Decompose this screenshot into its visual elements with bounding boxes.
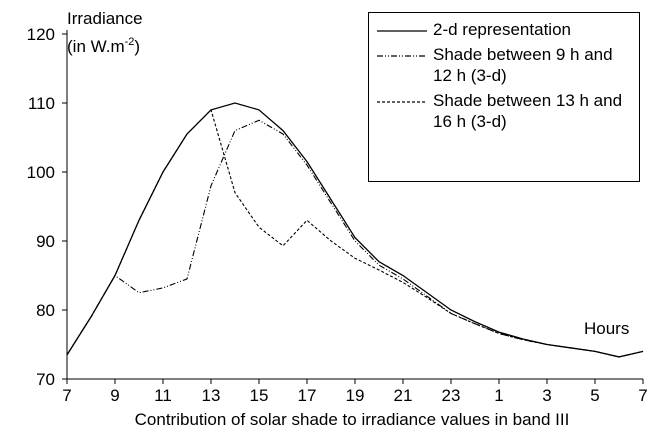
y-axis-unit: (in W.m-2) (67, 36, 140, 56)
legend-label: 2-d representation (433, 20, 571, 39)
unit-superscript: -2 (125, 36, 135, 48)
unit-close: ) (134, 37, 140, 56)
x-tick-label: 1 (494, 386, 503, 405)
legend-swatch (377, 101, 427, 103)
x-tick-label: 5 (590, 386, 599, 405)
y-tick-label: 70 (36, 370, 55, 389)
x-tick-label: 7 (638, 386, 647, 405)
y-tick-label: 120 (27, 25, 55, 44)
x-tick-label: 3 (542, 386, 551, 405)
x-axis-label: Hours (584, 319, 629, 338)
legend-item: Shade between 9 h and 12 h (3-d) (377, 44, 631, 86)
legend-swatch (377, 55, 427, 57)
legend-label: Shade between 13 h and 16 h (3-d) (433, 91, 623, 131)
x-tick-label: 7 (62, 386, 71, 405)
legend-swatch (377, 30, 427, 32)
x-tick-label: 17 (298, 386, 317, 405)
series-line (66, 102, 644, 358)
caption: Contribution of solar shade to irradianc… (135, 410, 570, 429)
legend: 2-d representation Shade between 9 h and … (368, 12, 640, 182)
x-tick-label: 15 (250, 386, 269, 405)
y-tick-label: 100 (27, 163, 55, 182)
x-tick-label: 9 (110, 386, 119, 405)
legend-item: 2-d representation (377, 19, 631, 40)
unit-text: (in W.m (67, 37, 125, 56)
x-tick-label: 21 (394, 386, 413, 405)
x-tick-label: 13 (202, 386, 221, 405)
y-axis-label: Irradiance (67, 9, 143, 28)
x-tick-label: 11 (154, 386, 172, 405)
x-tick-label: 19 (346, 386, 365, 405)
x-tick-label: 23 (442, 386, 461, 405)
y-tick-label: 110 (28, 94, 55, 113)
y-tick-label: 80 (36, 301, 55, 320)
legend-label: Shade between 9 h and 12 h (3-d) (433, 45, 613, 85)
legend-item: Shade between 13 h and 16 h (3-d) (377, 90, 631, 132)
y-tick-label: 90 (36, 232, 55, 251)
